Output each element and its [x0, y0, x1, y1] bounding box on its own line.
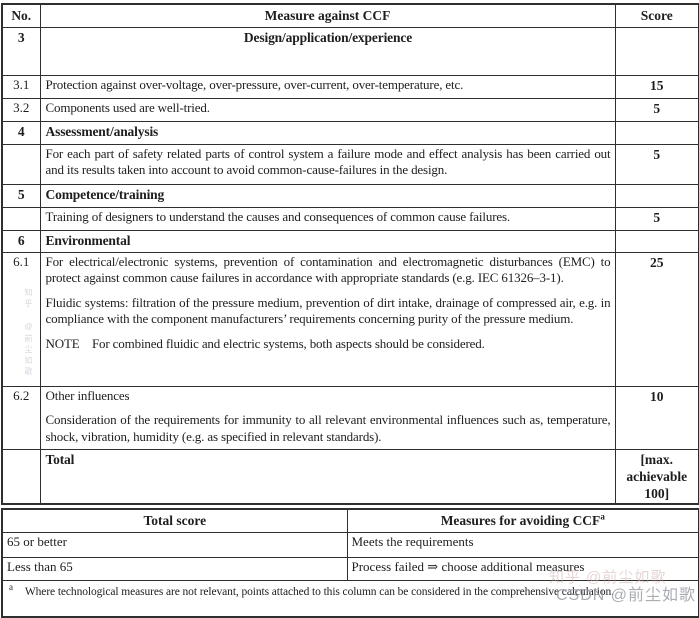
score-cell: 25 — [614, 251, 699, 387]
total-score-table: Total score Measures for avoiding CCFa 6… — [1, 508, 699, 618]
table-row-6-2: 6.2 Other influences Consideration of th… — [1, 385, 699, 450]
table-row-6-1: 6.1 For electrical/electronic systems, p… — [1, 251, 699, 387]
row-number: 4 — [1, 120, 41, 145]
measures-value: Meets the requirements — [346, 531, 699, 558]
header-label: Measures for avoiding CCF — [440, 513, 601, 529]
table-row-3-1: 3.1 Protection against over-voltage, ove… — [1, 74, 699, 99]
paragraph: For electrical/electronic systems, preve… — [45, 253, 611, 286]
footnote-cell: a Where technological measures are not re… — [1, 579, 699, 618]
measures-value: Process failed ⇒ choose additional measu… — [346, 556, 699, 581]
category-title: Assessment/analysis — [39, 120, 616, 145]
table-header-row: No. Measure against CCF Score — [1, 3, 699, 28]
total-label: Total — [39, 448, 616, 505]
ccf-measures-table: No. Measure against CCF Score 3 Design/a… — [1, 3, 699, 506]
header-cell-score: Score — [614, 3, 699, 28]
measure-text: Other influences Consideration of the re… — [39, 385, 616, 450]
measure-text: Components used are well-tried. — [39, 97, 616, 122]
row-number — [1, 143, 41, 185]
measure-text: For each part of safety related parts of… — [39, 143, 616, 185]
header-cell-no: No. — [1, 3, 41, 28]
category-title: Competence/training — [39, 183, 616, 208]
row-number: 6 — [1, 229, 41, 253]
footnote-row: a Where technological measures are not re… — [1, 579, 699, 618]
score-cell: 15 — [614, 74, 699, 99]
total-score-value: Less than 65 — [1, 556, 348, 581]
score-cell — [614, 229, 699, 253]
row-number — [1, 448, 41, 505]
score-cell — [614, 120, 699, 145]
score-cell — [614, 183, 699, 208]
subtitle: Other influences — [45, 387, 130, 403]
measure-text: For electrical/electronic systems, preve… — [39, 251, 616, 387]
row-number: 3 — [1, 26, 41, 76]
footnote-marker: a — [9, 581, 13, 592]
score-table-header-row: Total score Measures for avoiding CCFa — [1, 508, 699, 533]
header-cell-measures-avoiding: Measures for avoiding CCFa — [346, 508, 699, 533]
footnote-ref: a — [600, 511, 605, 522]
footnote-text: Where technological measures are not rel… — [24, 585, 614, 598]
table-row-4-body: For each part of safety related parts of… — [1, 143, 699, 185]
score-table-row: Less than 65 Process failed ⇒ choose add… — [1, 556, 699, 581]
row-number — [1, 206, 41, 231]
table-row-3-2: 3.2 Components used are well-tried. 5 — [1, 97, 699, 122]
row-number: 6.1 — [1, 251, 41, 387]
paragraph: Fluidic systems: filtration of the press… — [45, 294, 611, 327]
total-score-value: 65 or better — [1, 531, 348, 558]
table-row-5: 5 Competence/training — [1, 183, 699, 208]
max-achievable-cell: [max. achievable 100] — [614, 448, 699, 505]
category-title: Design/application/experience — [39, 26, 616, 76]
score-cell: 5 — [614, 206, 699, 231]
table-row-5-body: Training of designers to understand the … — [1, 206, 699, 231]
row-number: 6.2 — [1, 385, 41, 450]
header-cell-measure: Measure against CCF — [39, 3, 616, 28]
table-row-6: 6 Environmental — [1, 229, 699, 253]
table-row-3: 3 Design/application/experience — [1, 26, 699, 76]
score-table-row: 65 or better Meets the requirements — [1, 531, 699, 558]
row-number: 3.2 — [1, 97, 41, 122]
measure-text: Protection against over-voltage, over-pr… — [39, 74, 616, 99]
table-row-total: Total [max. achievable 100] — [1, 448, 699, 505]
score-cell: 5 — [614, 97, 699, 122]
note-paragraph: NOTE For combined fluidic and electric s… — [45, 336, 485, 351]
score-cell — [614, 26, 699, 76]
row-number: 5 — [1, 183, 41, 208]
category-title: Environmental — [39, 229, 616, 253]
score-cell: 5 — [614, 143, 699, 185]
score-cell: 10 — [614, 385, 699, 450]
measure-text: Training of designers to understand the … — [39, 206, 616, 231]
header-cell-total-score: Total score — [1, 508, 348, 533]
table-row-4: 4 Assessment/analysis — [1, 120, 699, 145]
row-number: 3.1 — [1, 74, 41, 99]
paragraph: Consideration of the requirements for im… — [45, 412, 611, 444]
